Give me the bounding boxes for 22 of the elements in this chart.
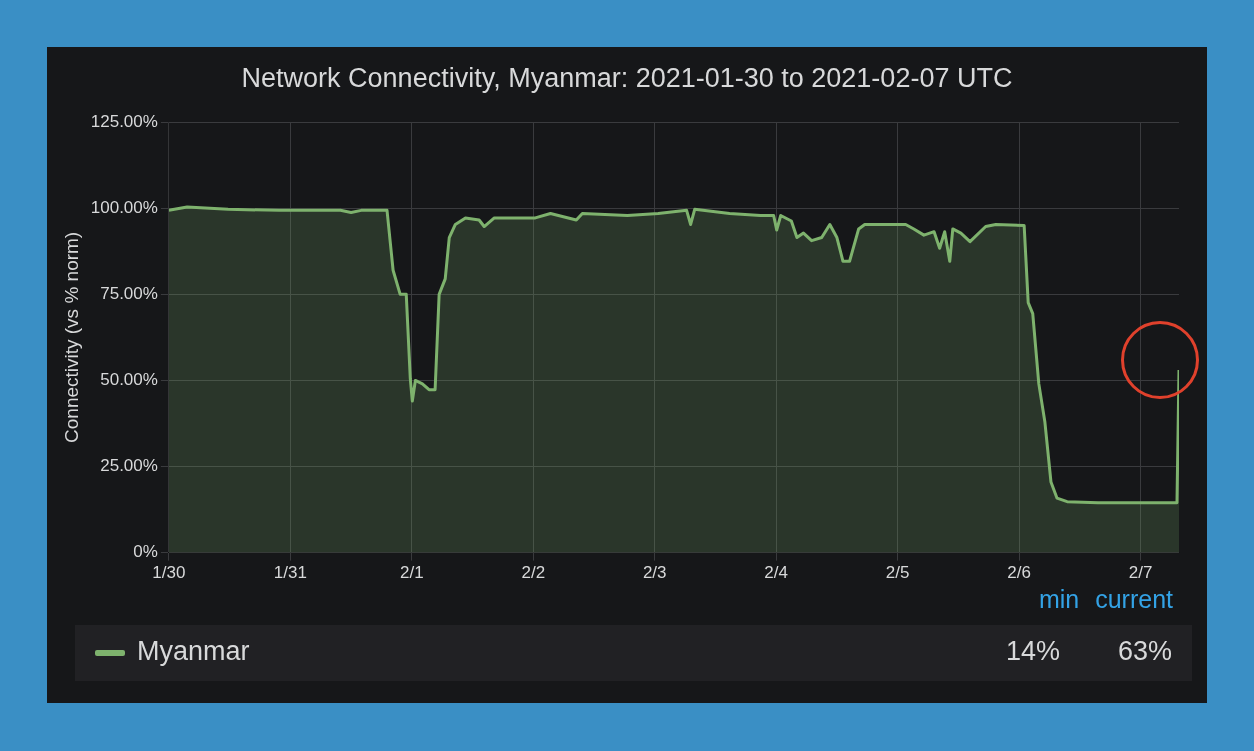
text: 14% — [1005, 636, 1060, 666]
y-tick-label: 100.00% — [90, 197, 158, 217]
y-tick-label: 75.00% — [100, 284, 158, 304]
x-tick-label: 2/1 — [400, 563, 424, 583]
y-tick-label: 125.00% — [90, 111, 158, 131]
x-tick-label: 2/4 — [764, 563, 788, 583]
x-tick-label: 2/2 — [521, 563, 546, 583]
text: min — [1038, 585, 1080, 613]
legend-label: Myanmar — [137, 636, 250, 667]
y-tick-label: 50.00% — [100, 370, 158, 390]
x-tick-label: 2/7 — [1128, 563, 1153, 583]
x-tick-label: 1/30 — [152, 563, 186, 583]
x-tick-label: 2/3 — [642, 563, 667, 583]
x-tick-label: 1/31 — [273, 563, 307, 583]
chart-title: Network Connectivity, Myanmar: 2021-01-30 to 2021-02-07 UTC — [240, 63, 1014, 94]
text: current — [1095, 585, 1173, 613]
y-tick-label: 0% — [133, 542, 158, 562]
x-tick-label: 2/6 — [1007, 563, 1031, 583]
y-axis-title: Connectivity (vs % norm) — [60, 231, 82, 443]
x-tick-label: 2/5 — [885, 563, 910, 583]
y-tick-label: 25.00% — [100, 456, 158, 476]
text: 63% — [1117, 636, 1172, 666]
